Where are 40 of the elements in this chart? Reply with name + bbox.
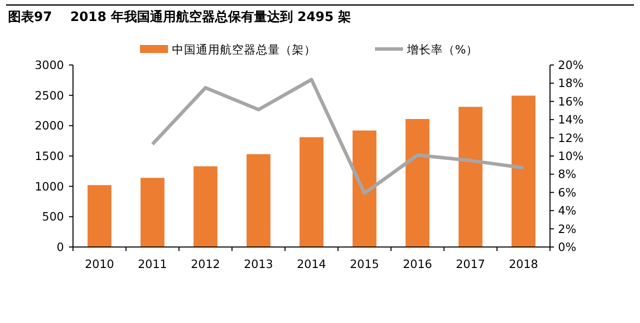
- y2-tick-label: 16%: [558, 94, 584, 108]
- x-tick-label: 2010: [84, 257, 114, 271]
- y2-tick-label: 0%: [558, 240, 576, 254]
- bar: [246, 154, 270, 247]
- y2-tick-label: 10%: [558, 149, 584, 163]
- bar: [194, 166, 218, 247]
- x-tick-label: 2015: [350, 257, 380, 271]
- x-tick-label: 2016: [402, 257, 432, 271]
- x-tick-label: 2014: [296, 257, 326, 271]
- legend-label: 增长率（%）: [406, 42, 478, 56]
- y-tick-label: 3000: [34, 58, 64, 72]
- y-tick-label: 500: [42, 210, 64, 224]
- bar: [140, 178, 164, 247]
- x-tick-label: 2013: [244, 257, 274, 271]
- y2-tick-label: 14%: [558, 112, 584, 127]
- bar: [88, 185, 112, 247]
- y-tick-label: 2500: [34, 88, 64, 102]
- bar: [458, 106, 482, 247]
- y2-tick-label: 20%: [558, 58, 584, 72]
- y2-tick-label: 8%: [558, 167, 576, 182]
- y-tick-label: 2000: [34, 118, 64, 133]
- chart-title: 图表97 2018 年我国通用航空器总保有量达到 2495 架: [8, 9, 352, 25]
- y2-tick-label: 6%: [558, 185, 576, 200]
- y2-tick-label: 2%: [558, 222, 576, 236]
- x-tick-label: 2017: [456, 257, 486, 271]
- x-tick-label: 2018: [508, 257, 538, 271]
- y-tick-label: 1500: [34, 149, 64, 163]
- bar: [406, 118, 430, 247]
- bar: [300, 137, 324, 247]
- x-tick-label: 2012: [190, 257, 220, 271]
- y2-tick-label: 18%: [558, 76, 584, 90]
- x-tick-label: 2011: [138, 257, 168, 271]
- bar: [352, 130, 376, 247]
- y2-tick-label: 12%: [558, 130, 584, 145]
- legend-label: 中国通用航空器总量（架）: [172, 42, 316, 56]
- y-tick-label: 1000: [34, 179, 64, 194]
- y-tick-label: 0: [56, 240, 64, 254]
- bar: [512, 96, 536, 247]
- y2-tick-label: 4%: [558, 204, 576, 218]
- line-series: [150, 78, 526, 196]
